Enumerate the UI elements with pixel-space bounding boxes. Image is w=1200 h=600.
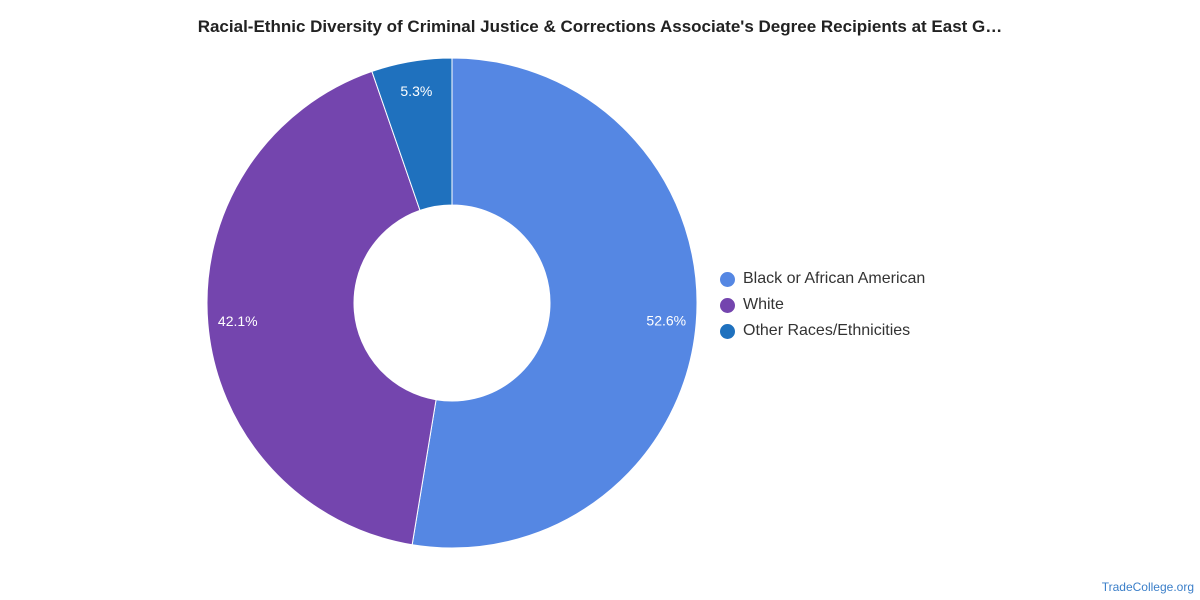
slice-value-label: 52.6% — [646, 313, 686, 329]
legend-swatch-icon — [720, 323, 735, 339]
chart-title: Racial-Ethnic Diversity of Criminal Just… — [197, 17, 1003, 36]
legend-label: Black or African American — [743, 270, 926, 287]
slice-value-label: 5.3% — [400, 83, 432, 99]
legend-swatch-icon — [720, 297, 735, 313]
legend: Black or African American White Other Ra… — [720, 266, 925, 344]
donut-slice-other-races-ethnicities[interactable] — [371, 57, 453, 212]
slice-value-label: 42.1% — [218, 313, 258, 329]
donut-slice-black-or-african-american[interactable] — [411, 57, 698, 549]
legend-item-black-or-african-american[interactable]: Black or African American — [720, 266, 925, 292]
legend-label: White — [743, 296, 784, 313]
legend-item-white[interactable]: White — [720, 292, 925, 318]
legend-item-other-races-ethnicities[interactable]: Other Races/Ethnicities — [720, 318, 925, 344]
legend-swatch-icon — [720, 271, 735, 287]
donut-slice-white[interactable] — [206, 70, 437, 546]
legend-label: Other Races/Ethnicities — [743, 322, 911, 339]
source-watermark[interactable]: TradeCollege.org — [1101, 580, 1194, 594]
